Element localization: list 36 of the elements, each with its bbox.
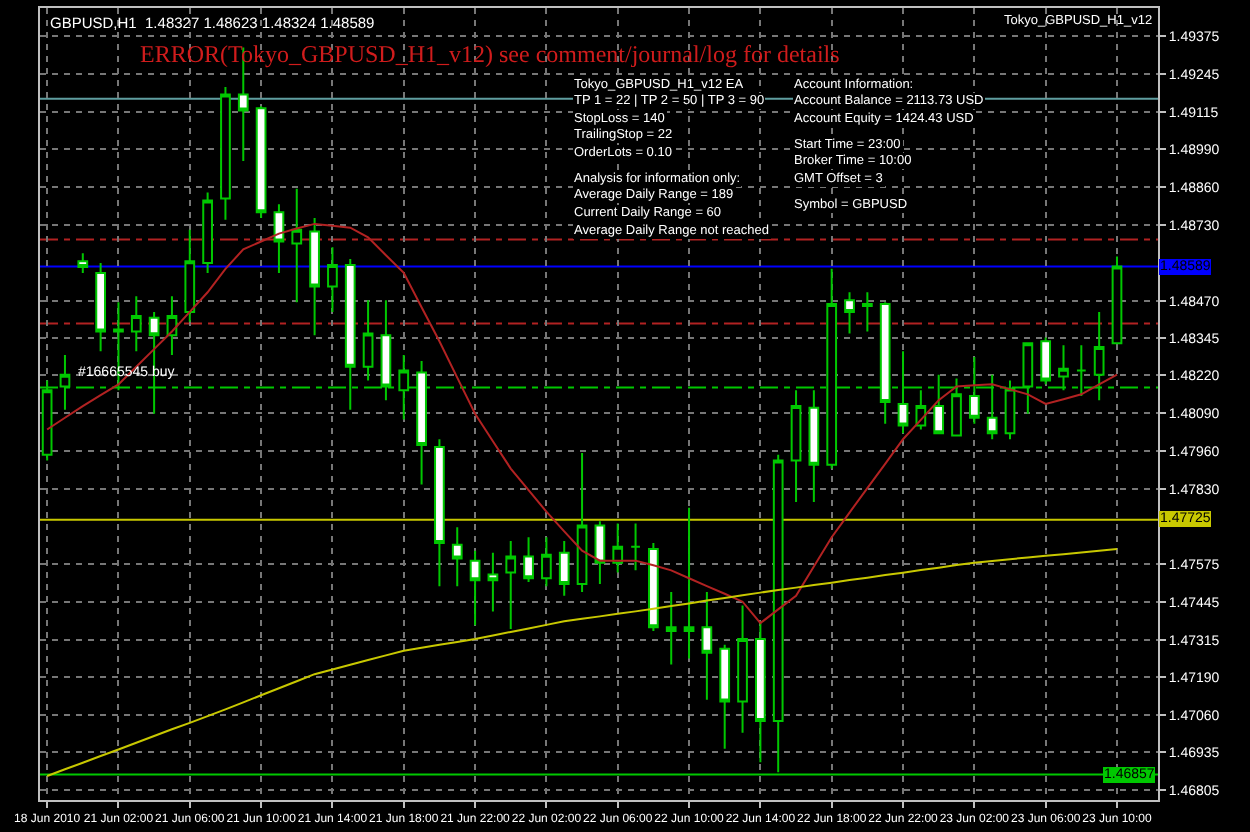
candlestick: [130, 295, 142, 353]
candlestick: [612, 522, 624, 574]
candlestick: [1111, 255, 1123, 346]
candlestick: [95, 261, 106, 353]
candlestick: [719, 643, 731, 750]
candlestick: [327, 246, 338, 313]
candlestick: [469, 549, 481, 627]
candlestick: [291, 187, 303, 304]
candlestick: [861, 291, 873, 333]
candlestick: [202, 191, 213, 274]
candlestick: [220, 85, 231, 221]
candlestick: [451, 526, 463, 588]
candlestick: [77, 252, 89, 274]
candlestick: [362, 299, 374, 382]
candlestick: [630, 522, 641, 572]
candlestick: [594, 520, 606, 586]
candlestick: [434, 438, 445, 588]
candlestick: [558, 539, 570, 597]
candlestick: [576, 451, 588, 594]
candlestick: [487, 551, 499, 613]
candlestick: [273, 203, 285, 274]
candlestick: [1040, 336, 1052, 386]
candlestick: [665, 591, 677, 666]
candlestick: [255, 105, 267, 220]
candlestick: [648, 542, 659, 633]
candlestick: [844, 291, 855, 335]
candlestick: [755, 620, 766, 764]
candlestick: [701, 591, 713, 701]
candlestick: [309, 217, 320, 337]
candlestick: [737, 604, 748, 734]
candlestick: [541, 536, 552, 588]
candlestick: [683, 506, 695, 660]
candlestick: [523, 536, 534, 584]
candlestick: [505, 539, 517, 630]
candlestick: [184, 228, 196, 323]
candlestick: [166, 295, 178, 357]
